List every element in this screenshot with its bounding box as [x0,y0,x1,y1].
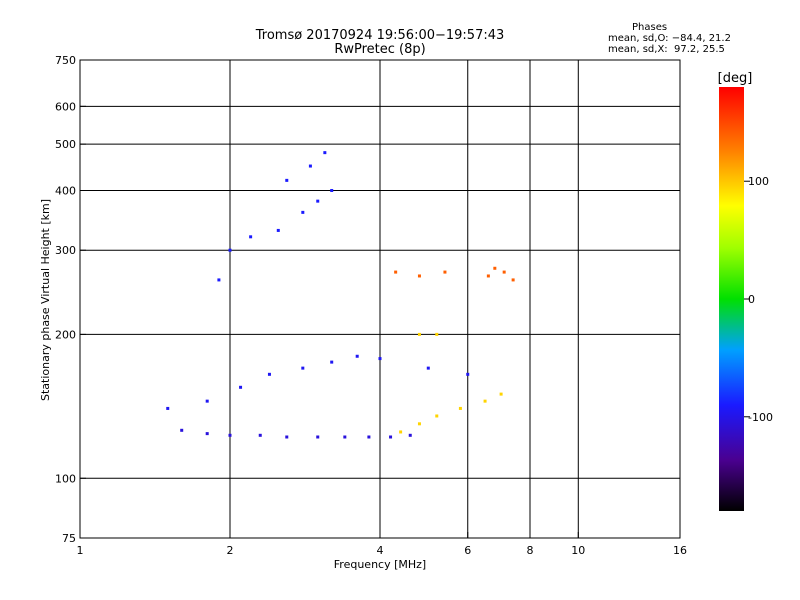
x-tick-label: 6 [464,544,471,557]
data-point [301,210,305,214]
data-point [267,372,271,376]
data-point [483,399,487,403]
data-point [285,178,289,182]
data-point [228,433,232,437]
data-point [217,278,221,282]
y-axis-label: Stationary phase Virtual Height [km] [39,199,52,401]
y-tick-label: 400 [55,184,76,197]
colorbar-tick-label: 0 [748,293,755,306]
x-axis-label: Frequency [MHz] [334,558,426,571]
data-point [330,360,334,364]
data-point [276,228,280,232]
data-point [399,430,403,434]
data-point [367,435,371,439]
x-tick-label: 2 [227,544,234,557]
colorbar-ticks: 100 0 -100 [744,175,773,424]
data-point [417,422,421,426]
y-tick-label: 300 [55,244,76,257]
data-point [435,414,439,418]
data-points [166,151,515,439]
data-point [502,270,506,274]
data-point [443,270,447,274]
data-point [486,274,490,278]
data-point [166,406,170,410]
data-point [323,151,327,155]
data-point [466,372,470,376]
data-point [330,188,334,192]
data-point [499,392,503,396]
x-tick-label: 8 [527,544,534,557]
y-tick-label: 500 [55,138,76,151]
y-tick-label: 75 [62,532,76,545]
colorbar-label: [deg] [718,71,753,86]
axis-ticks: 1 2 4 6 8 10 16 75 100 200 300 400 500 600 750 [55,54,687,557]
x-tick-label: 16 [673,544,687,557]
data-point [205,399,209,403]
grid [80,60,680,538]
y-tick-label: 750 [55,54,76,67]
data-point [343,435,347,439]
data-point [316,435,320,439]
colorbar-tick-label: -100 [748,411,773,424]
phase-x-stats: mean, sd,X: 97.2, 25.5 [608,44,725,55]
data-point [458,406,462,410]
x-tick-label: 1 [77,544,84,557]
data-point [180,428,184,432]
data-point [301,366,305,370]
data-point [493,266,497,270]
data-point [316,199,320,203]
data-point [389,435,393,439]
chart-title: Tromsø 20170924 19:56:00−19:57:43 [255,28,505,43]
x-tick-label: 4 [377,544,384,557]
data-point [435,332,439,336]
data-point [249,235,253,239]
data-point [378,357,382,361]
colorbar [719,87,744,511]
colorbar-tick-label: 100 [748,175,769,188]
data-point [417,274,421,278]
data-point [205,432,209,436]
phase-o-stats: mean, sd,O: −84.4, 21.2 [608,33,731,44]
y-tick-label: 100 [55,472,76,485]
data-point [426,366,430,370]
y-tick-label: 600 [55,100,76,113]
data-point [239,385,243,389]
data-point [408,433,412,437]
data-point [228,248,232,252]
y-tick-label: 200 [55,328,76,341]
data-point [258,433,262,437]
data-point [394,270,398,274]
chart-subtitle: RwPretec (8p) [334,42,426,57]
data-point [355,354,359,358]
data-point [511,278,515,282]
x-tick-label: 10 [571,544,585,557]
data-point [285,435,289,439]
data-point [417,332,421,336]
data-point [308,164,312,168]
phases-label: Phases [632,22,668,33]
